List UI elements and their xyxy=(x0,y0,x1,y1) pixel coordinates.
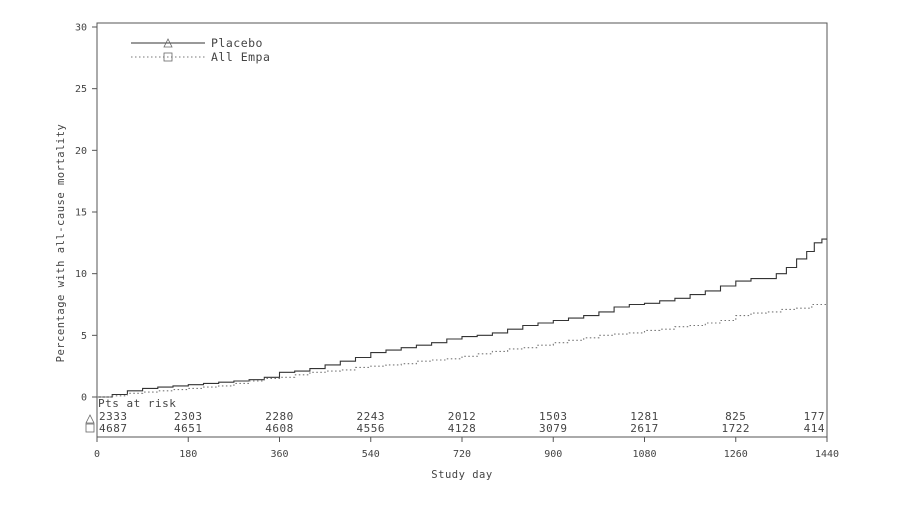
at-risk-value: 4608 xyxy=(265,422,294,435)
x-tick-label: 1260 xyxy=(724,449,748,460)
at-risk-value: 4651 xyxy=(174,422,203,435)
at-risk-value: 3079 xyxy=(539,422,568,435)
at-risk-value: 414 xyxy=(804,422,825,435)
plot-border xyxy=(96,22,828,438)
at-risk-label: Pts at risk xyxy=(98,397,176,410)
at-risk-value: 177 xyxy=(804,410,825,423)
at-risk-square-icon xyxy=(85,423,95,433)
legend: Placebo All Empa xyxy=(131,36,270,64)
y-axis-title: Percentage with all-cause mortality xyxy=(55,124,67,363)
y-tick-label: 20 xyxy=(75,146,87,157)
at-risk-value: 1281 xyxy=(630,410,659,423)
at-risk-value: 1503 xyxy=(539,410,568,423)
y-tick-label: 15 xyxy=(75,208,87,219)
x-tick-label: 180 xyxy=(179,449,197,460)
y-tick-label: 5 xyxy=(81,331,87,342)
at-risk-row-placebo: 2333 2303 2280 2243 2012 1503 1281 825 177 xyxy=(99,410,825,423)
at-risk-value: 2333 xyxy=(99,410,128,423)
y-axis: 0 5 10 15 20 25 30 xyxy=(75,23,97,404)
y-tick-label: 10 xyxy=(75,269,87,280)
x-tick-label: 540 xyxy=(362,449,380,460)
at-risk-value: 2280 xyxy=(265,410,294,423)
x-tick-label: 900 xyxy=(544,449,562,460)
x-tick-label: 1080 xyxy=(632,449,656,460)
legend-label-placebo: Placebo xyxy=(211,36,263,50)
y-tick-label: 30 xyxy=(75,23,87,34)
x-tick-label: 720 xyxy=(453,449,471,460)
x-tick-label: 360 xyxy=(270,449,288,460)
series-line-all-empa xyxy=(97,303,828,398)
legend-triangle-icon xyxy=(163,38,173,48)
at-risk-row-empa: 4687 4651 4608 4556 4128 3079 2617 1722 414 xyxy=(99,422,825,435)
at-risk-value: 2012 xyxy=(448,410,477,423)
at-risk-value: 2303 xyxy=(174,410,203,423)
x-axis: 0 180 360 540 720 900 1080 1260 1440 xyxy=(94,437,839,460)
y-tick-label: 25 xyxy=(75,84,87,95)
at-risk-table: Pts at risk 2333 2303 2280 2243 2012 1503 1281… xyxy=(85,397,825,435)
at-risk-value: 2617 xyxy=(630,422,659,435)
at-risk-triangle-icon xyxy=(85,414,95,424)
x-tick-label: 1440 xyxy=(815,449,839,460)
at-risk-value: 4128 xyxy=(448,422,477,435)
at-risk-value: 2243 xyxy=(357,410,386,423)
at-risk-value: 825 xyxy=(725,410,746,423)
plot-frame xyxy=(96,22,828,438)
legend-square-icon xyxy=(163,52,173,62)
at-risk-value: 1722 xyxy=(722,422,751,435)
legend-label-empa: All Empa xyxy=(211,50,270,64)
series-layer xyxy=(97,238,828,398)
at-risk-value: 4556 xyxy=(357,422,386,435)
y-tick-label: 0 xyxy=(81,393,87,404)
x-tick-label: 0 xyxy=(94,449,100,460)
at-risk-value: 4687 xyxy=(99,422,128,435)
series-line-placebo xyxy=(97,238,827,398)
x-axis-title: Study day xyxy=(431,469,492,481)
